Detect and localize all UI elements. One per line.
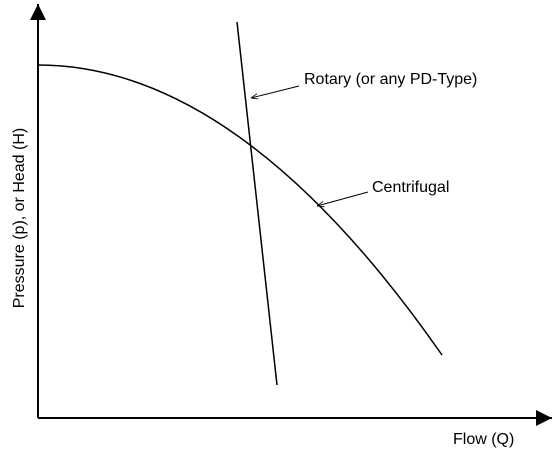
centrifugal-curve — [37, 64, 443, 356]
x-axis-label: Flow (Q) — [453, 431, 514, 448]
centrifugal-label: Centrifugal — [372, 179, 449, 196]
rotary-curve — [236, 21, 278, 386]
centrifugal-pointer — [317, 191, 369, 206]
rotary-label: Rotary (or any PD-Type) — [304, 71, 477, 88]
rotary-pointer — [251, 85, 300, 98]
y-axis-label: Pressure (p), or Head (H) — [11, 128, 28, 309]
